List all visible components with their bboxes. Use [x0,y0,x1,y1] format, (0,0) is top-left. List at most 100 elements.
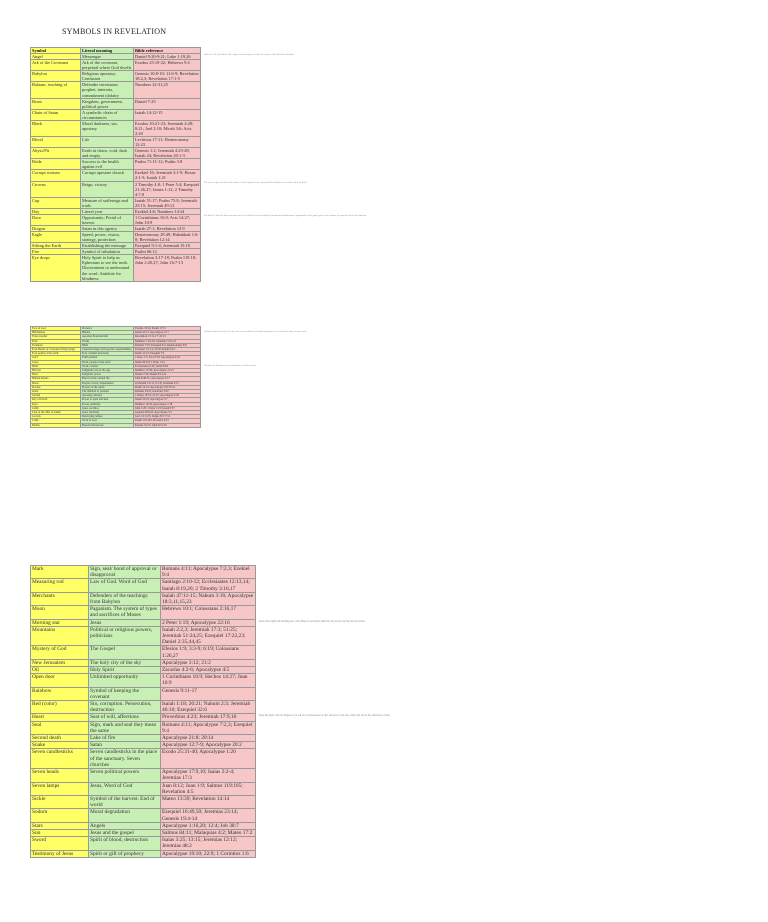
reference-cell: Exodo 25:31-40; Apocalypse 1:20 [161,749,256,770]
table-row: Seven lamps Jesus, Word of God Juan 8:12; … [31,782,256,796]
meaning-cell: Opportunity; Portal of heaven [81,214,134,226]
reference-cell: John 1:29; 1 Peter 1:19; Isaiah 53:7 [134,406,201,412]
table-row: Red (color) Sin, corruption. Persecution,… [31,701,256,715]
meaning-cell: Satan [89,742,161,750]
table-row: Seven heads Seven political powers Apocaly… [31,769,256,783]
reference-cell: Efesios 1:9; 3:3-9; 6:19; Colossians 1:2… [161,646,256,660]
table-row: Black Moral darkness, sin, apostasy Exodus… [31,120,201,137]
symbol-cell: Moon [31,606,89,620]
reference-cell: Psalm 119:105; Proverbs 6:23 [134,419,201,424]
meaning-cell: Earth in chaos, void, dark and empty [81,148,134,160]
meaning-cell: Kingdom, power [81,373,134,378]
reference-cell: Numbers 22-31,25 [134,82,201,99]
symbol-cell: Ark of the Covenant [31,60,81,72]
table-row: Chain of Satan A symbolic chain of circum… [31,109,201,121]
reference-cell: Joel 1:4; 2:25; Judges 6:5; 7:12 [134,415,201,420]
reference-cell: Apocalypse 12:7-9; Apocalypse 20:2 [161,742,256,750]
meaning-cell: Angels [89,822,161,830]
table-row: Eye drops Holy Spirit to help us Ephesian… [31,255,201,282]
meaning-cell: Sign, mark and seal they mean the same [89,721,161,736]
meaning-cell: Apostate Protestantism [81,335,134,340]
table-row: Sword Spirit of blood, destruction Isaias … [31,837,256,851]
symbol-cell: Lion of the tribe of Judah [31,411,81,416]
symbol-cell: Lamb [31,406,81,412]
table-row: Babylon Religious apostasy; Confusion Gene… [31,71,201,83]
reference-cell: Daniel 9:20-9:21; Luke 1:19,26 [134,54,201,61]
symbol-cell: Crowns [31,181,81,198]
table-row: Four points of the earth Four cardinal di… [31,352,201,357]
table-row: Second death Lake of fire Apocalypse 21:8;… [31,735,256,743]
table-row: Incense Prayers of the saints Psalm 141:2;… [31,385,201,391]
table-row: Sun Jesus and the gospel Salmos 84:11; Mal… [31,829,256,838]
symbol-cell: Hidden manna [31,377,81,382]
side-note: The mark in the hand represents the work… [204,364,257,367]
table-row: Snake Satan Apocalypse 12:7-9; Apocalypse … [31,742,256,750]
meaning-cell: The children of promise [81,390,134,395]
table-row: Gold Faith purified 1 Peter 1:7; Job 23:10… [31,356,201,361]
symbol-cell: Mark [31,566,89,580]
symbol-cell: Blood [31,137,81,149]
reference-cell: Daniel 7:24; Daniel 8:21,22 [134,373,201,378]
symbol-cell: New Jerusalem [31,659,89,668]
reference-cell: Matthew 16:19; Apocalypse 1:18 [134,402,201,407]
reference-cell: Daniel 7:23 [134,98,201,110]
side-note: The hidden manna is the bread of life; t… [204,331,307,334]
reference-cell: Genesis 10:8-10; 11:6-9; Revelation 18:2… [134,71,201,83]
reference-cell: Matthew 7:16-20; Galatians 5:22-23 [134,339,201,344]
symbol-cell: Keys [31,402,81,407]
symbol-cell: Red (color) [31,701,89,715]
meaning-cell: Satan in this agency [81,226,134,233]
meaning-cell: Presence [81,327,134,332]
header-row: Symbol Literal meaning Bible reference [31,48,201,55]
meaning-cell: Destroying armies [81,415,134,420]
symbol-cell: Merchants [31,592,89,607]
meaning-cell: Corrupt apostate church [81,170,134,182]
symbol-cell: Face of God [31,327,81,332]
table-row: Moon Paganism. The system of types and sa… [31,606,256,620]
header-cell: Literal meaning [81,48,134,55]
table-row: Mark Sign, seal/ bond of approval or disa… [31,566,256,580]
table-row: Sifting the Earth Establishing the messag… [31,243,201,250]
symbol-cell: Open door [31,674,89,688]
symbol-cell: Mystery of God [31,646,89,660]
meaning-cell: Sign, seal/ bond of approval or disappro… [89,566,161,580]
table-row: Hiddenness Hidden Isaiah 45:15; Apocalypse… [31,331,307,336]
table-row: Lamp Word of God Psalm 119:105; Proverbs 6… [31,419,201,424]
symbol-cell: Measuring rod [31,579,89,593]
table-row: Sodom Moral degradation Ezequiel 16:49,50;… [31,809,256,823]
table-row: Testimony of Jesus Spirit or gift of prop… [31,850,256,858]
reference-cell: Revelation 13:11-17; 16:13 [134,335,201,340]
symbol-cell: Fruit [31,339,81,344]
meaning-cell: Four cardinal directions [81,352,134,357]
reference-cell: Isaiah 14:12-15 [134,109,201,121]
symbol-cell: Fire [31,249,81,256]
symbol-cell: Testimony of Jesus [31,850,89,858]
symbol-cell: Snake [31,742,89,750]
meaning-cell: Reign, victory [81,181,134,198]
table-row: Lamb Jesus, sacrifice John 1:29; 1 Peter 1… [31,406,201,412]
meaning-cell: Power, authority [81,402,134,407]
meaning-cell: Messenger [81,54,134,61]
symbol-cell: Seven lamps [31,782,89,796]
symbol-cell: Heart [31,714,89,722]
reference-cell: Genesis 9:11-17 [161,687,256,702]
symbol-cell: Hiddenness [31,331,81,336]
reference-cell: Apocalypse 21:8; 20:14 [161,735,256,743]
table-row: Open door Unlimited opportunity 1 Corinthi… [31,674,256,688]
reference-cell: John 6:48-51; Apocalypse 2:17 [134,377,201,382]
table-row: Grass Flesh, people of the earth Isaiah 40… [31,360,201,365]
table-row: Heart Seat of will, affections Proverbios … [31,714,390,722]
header-cell: Bible reference [134,48,201,55]
symbol-cell: Locusts [31,415,81,420]
table-row: Corrupt woman Corrupt apostate church Ezek… [31,170,201,182]
meaning-cell: Bread from heaven [81,423,134,428]
reference-cell: Romans 4:11; Apocalypse 7:2,3; Ezekiel 9… [161,566,256,580]
meaning-cell: Holy Spirit to help us Ephesians to see … [81,255,134,282]
reference-cell: Isaias 3:25; 13:15; Jeremias 12:12; Jere… [161,837,256,851]
meaning-cell: Work, conduct [81,364,134,370]
symbol-cell: Manna [31,423,81,428]
meaning-cell: Spirit of blood, destruction [89,837,161,851]
reference-cell: 2 Timothy 4:8; 1 Peter 5:4; Ezequiel 21:… [134,181,201,198]
table-row: Hidden manna Bread of life; eternal life J… [31,377,201,382]
